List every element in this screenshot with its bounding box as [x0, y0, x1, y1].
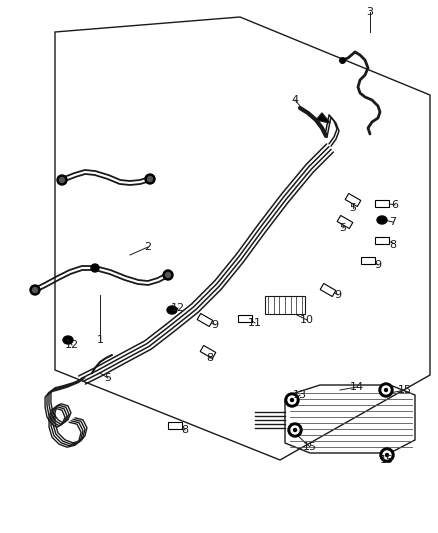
Circle shape [163, 270, 173, 280]
Text: 11: 11 [248, 318, 262, 328]
Text: 6: 6 [392, 200, 399, 210]
Circle shape [291, 426, 299, 434]
Text: 12: 12 [65, 340, 79, 350]
Circle shape [382, 386, 390, 394]
Text: 13: 13 [293, 390, 307, 400]
Circle shape [288, 396, 296, 404]
Circle shape [166, 272, 170, 278]
Circle shape [57, 175, 67, 185]
Polygon shape [375, 199, 389, 206]
Circle shape [288, 423, 302, 437]
Text: 10: 10 [300, 315, 314, 325]
Text: 15: 15 [303, 442, 317, 452]
Text: 8: 8 [389, 240, 396, 250]
Circle shape [385, 454, 389, 456]
Bar [265, 296, 305, 314]
Circle shape [30, 285, 40, 295]
Text: 15: 15 [398, 385, 412, 395]
Text: 9: 9 [212, 320, 219, 330]
Text: 14: 14 [350, 382, 364, 392]
Polygon shape [168, 422, 182, 429]
Text: 1: 1 [96, 335, 103, 345]
Text: 8: 8 [181, 425, 189, 435]
Text: 12: 12 [171, 303, 185, 313]
Polygon shape [337, 215, 353, 229]
Circle shape [293, 429, 297, 432]
Text: 2: 2 [145, 242, 152, 252]
Circle shape [383, 451, 391, 459]
Text: 3: 3 [367, 7, 374, 17]
Text: 8: 8 [206, 353, 214, 363]
Polygon shape [197, 313, 213, 327]
Ellipse shape [377, 216, 387, 224]
Polygon shape [361, 256, 375, 263]
Text: 5: 5 [339, 223, 346, 233]
Text: 15: 15 [380, 455, 394, 465]
Text: 7: 7 [389, 217, 396, 227]
Polygon shape [345, 193, 361, 206]
Circle shape [285, 393, 299, 407]
Circle shape [380, 448, 394, 462]
Circle shape [290, 399, 293, 401]
Text: 9: 9 [374, 260, 381, 270]
Circle shape [385, 389, 388, 392]
Circle shape [32, 287, 38, 293]
Text: 5: 5 [350, 203, 357, 213]
Polygon shape [320, 284, 336, 296]
Ellipse shape [167, 306, 177, 314]
Polygon shape [238, 314, 252, 321]
Text: 5: 5 [105, 373, 112, 383]
Ellipse shape [63, 336, 73, 344]
Circle shape [379, 383, 393, 397]
Circle shape [145, 174, 155, 184]
Circle shape [60, 177, 64, 182]
Polygon shape [316, 113, 330, 123]
Text: 4: 4 [291, 95, 299, 105]
Polygon shape [200, 345, 216, 359]
Text: 9: 9 [335, 290, 342, 300]
Circle shape [91, 264, 99, 272]
Circle shape [148, 176, 152, 182]
Polygon shape [375, 237, 389, 244]
